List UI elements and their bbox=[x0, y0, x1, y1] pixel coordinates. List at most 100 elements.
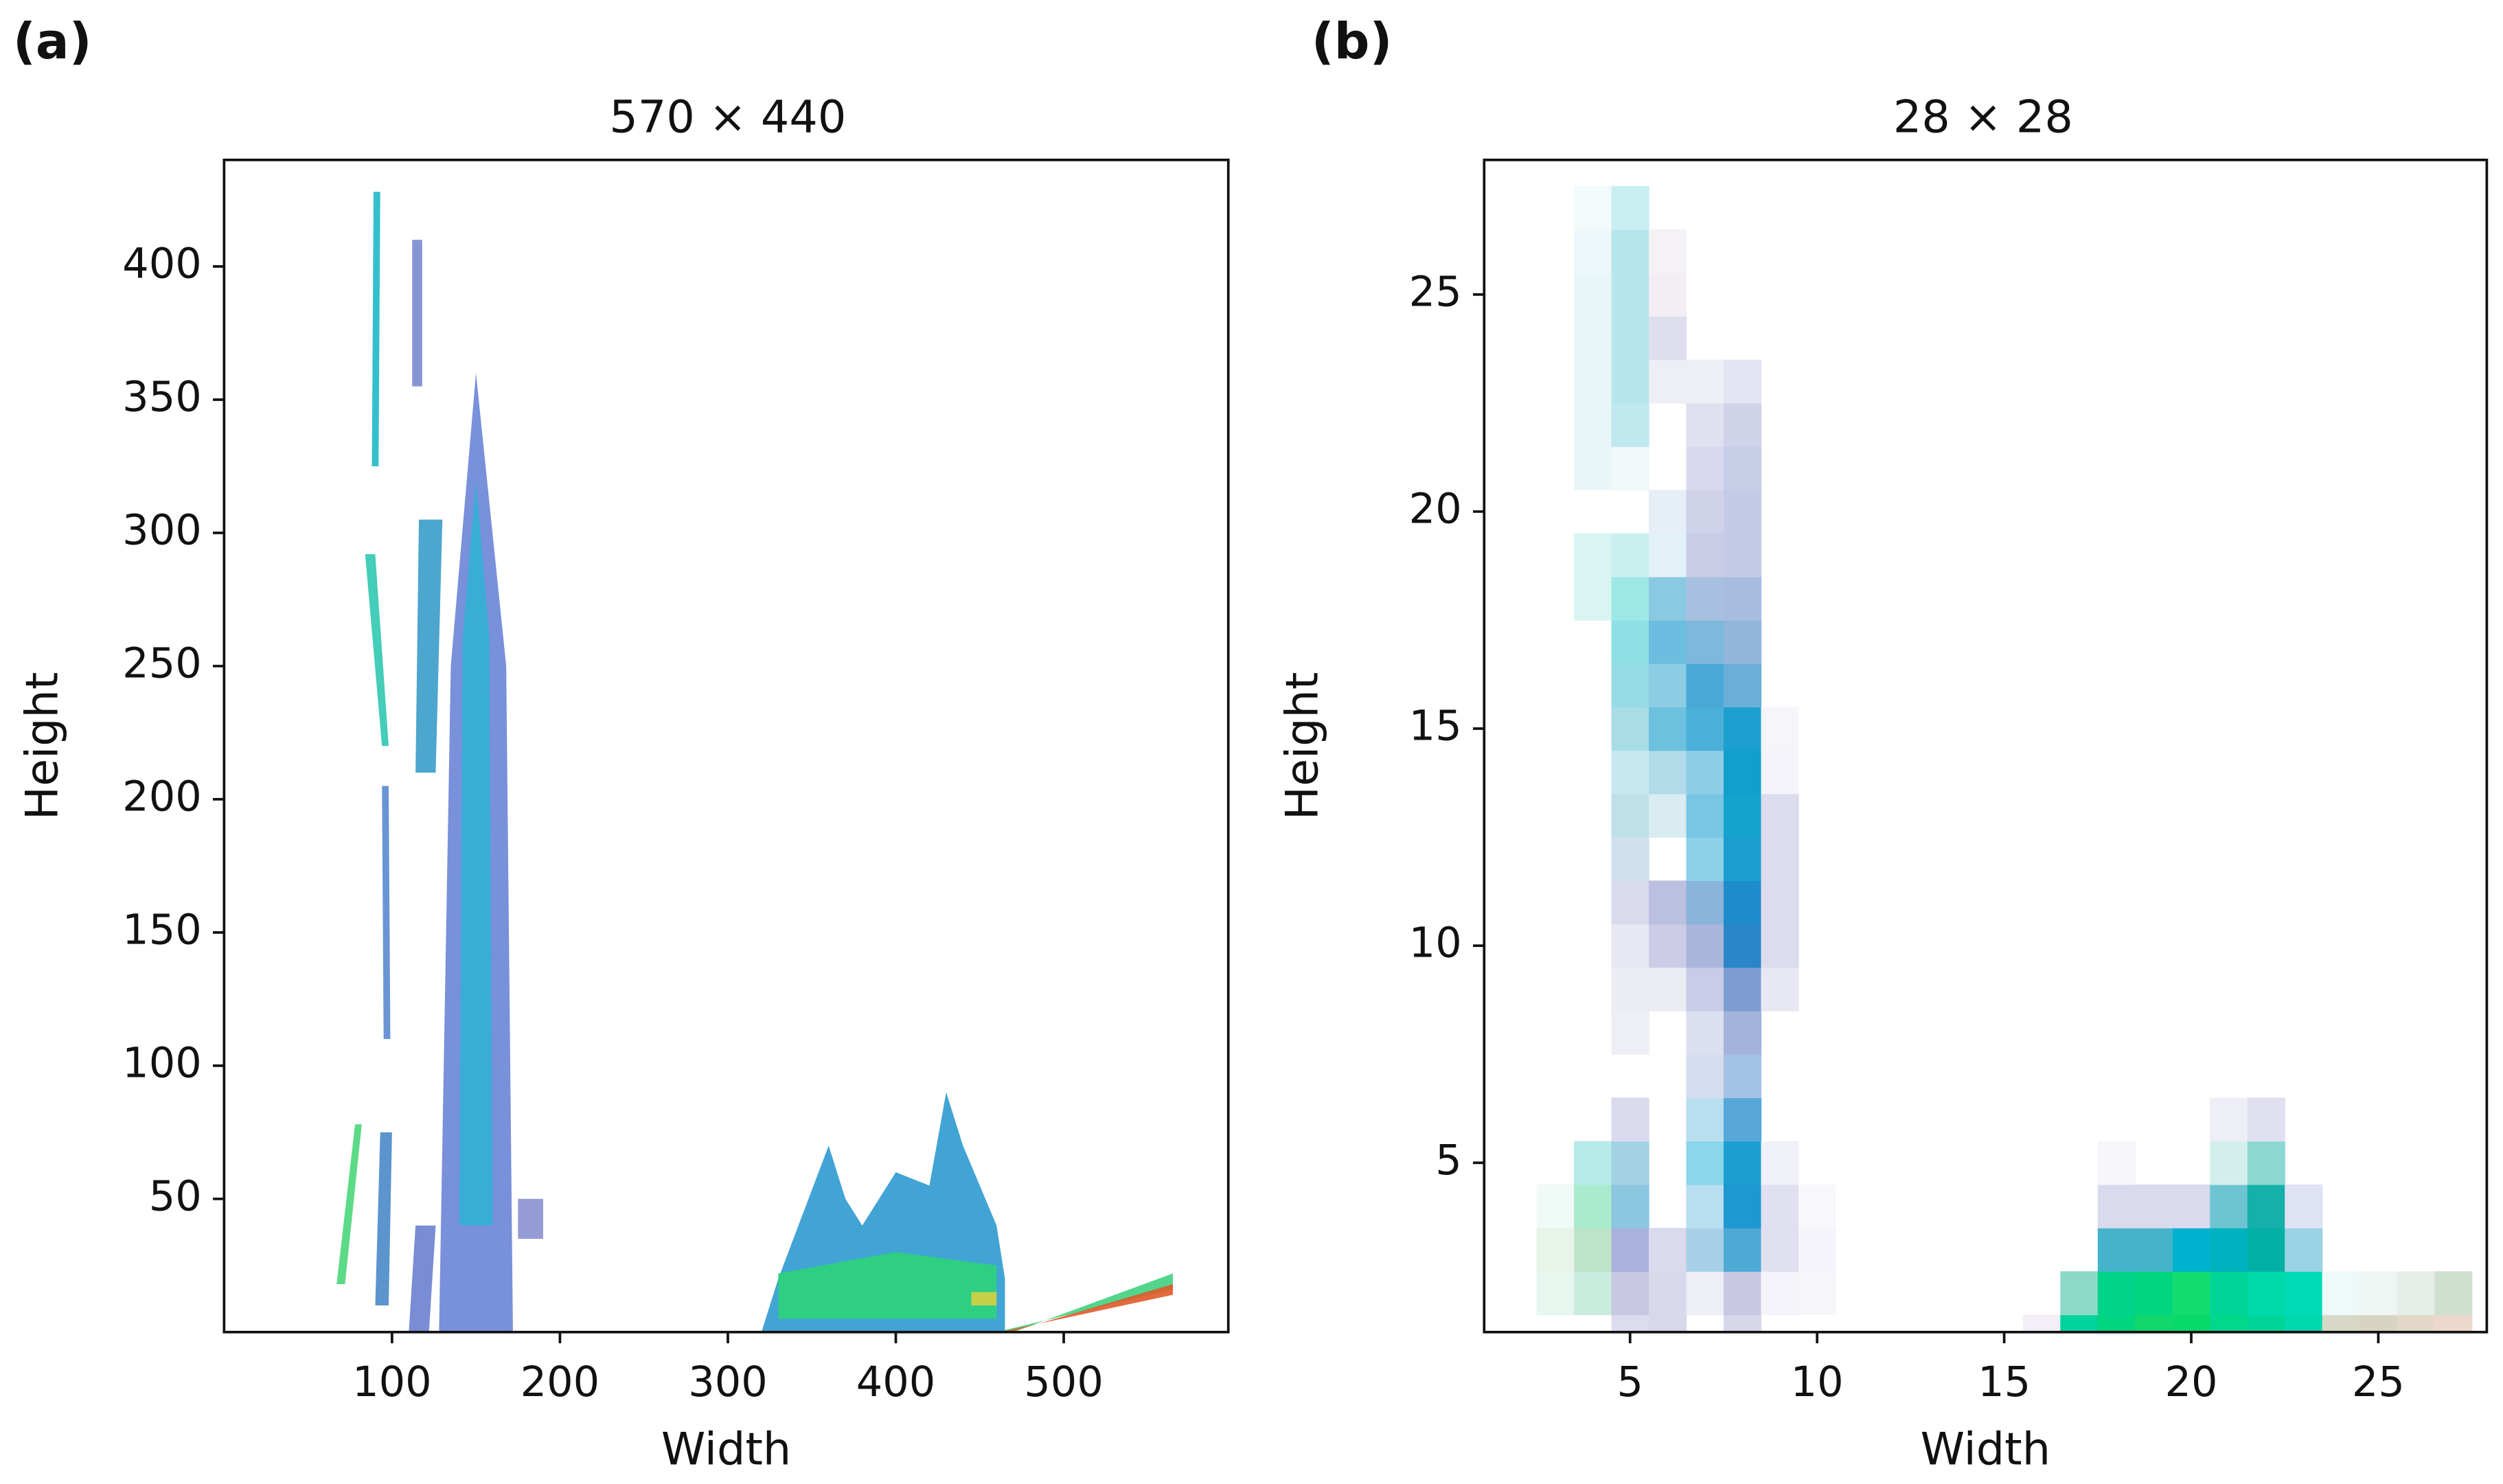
pixel bbox=[2322, 1271, 2360, 1316]
pixel bbox=[2434, 1271, 2473, 1316]
pixel bbox=[1649, 707, 1687, 751]
pixel bbox=[1723, 837, 1762, 881]
pixel bbox=[1649, 533, 1687, 578]
pixel bbox=[1649, 576, 1687, 621]
y-axis-label: Height bbox=[16, 672, 69, 821]
y-tick-label: 300 bbox=[122, 507, 202, 555]
pixel bbox=[1611, 316, 1649, 361]
pixel bbox=[1686, 1228, 1724, 1272]
pixel bbox=[2097, 1141, 2136, 1185]
pixel bbox=[1686, 402, 1724, 447]
pixel bbox=[1723, 1141, 1762, 1185]
pixel bbox=[1723, 924, 1762, 968]
panel: (a) 570 × 440 Width Height 100 200 300 400 500 50… bbox=[13, 13, 1230, 1475]
y-tick-label: 20 bbox=[1409, 486, 1462, 534]
pixel bbox=[1574, 533, 1612, 578]
x-tick-label: 10 bbox=[1791, 1358, 1844, 1406]
pixel bbox=[2210, 1314, 2248, 1332]
y-tick-label: 250 bbox=[122, 640, 202, 688]
pixel bbox=[1649, 273, 1687, 317]
pixel bbox=[1611, 663, 1649, 708]
pixel bbox=[1723, 490, 1762, 534]
pixel bbox=[2060, 1314, 2099, 1332]
pixel bbox=[2210, 1228, 2248, 1272]
pixel bbox=[1611, 924, 1649, 968]
pixel bbox=[1723, 1097, 1762, 1142]
pixel bbox=[1723, 533, 1762, 578]
x-tick-label: 400 bbox=[856, 1358, 936, 1406]
pixel bbox=[1761, 707, 1799, 751]
pixel bbox=[2210, 1184, 2248, 1229]
pixel bbox=[1611, 793, 1649, 838]
intensity-region bbox=[518, 1198, 543, 1239]
pixel bbox=[1686, 1010, 1724, 1055]
pixel bbox=[1723, 750, 1762, 795]
chart-title: 570 × 440 bbox=[609, 91, 846, 144]
pixel bbox=[1686, 793, 1724, 838]
pixel bbox=[1723, 402, 1762, 447]
y-tick-label: 150 bbox=[122, 906, 202, 954]
pixel bbox=[1611, 1097, 1649, 1142]
pixel bbox=[2135, 1271, 2173, 1316]
pixel bbox=[1686, 1054, 1724, 1099]
pixel bbox=[1761, 1271, 1799, 1316]
plot-frame bbox=[1483, 159, 2489, 1334]
intensity-region bbox=[409, 1225, 436, 1332]
x-tick-label: 100 bbox=[352, 1358, 432, 1406]
pixel bbox=[1536, 1228, 1575, 1272]
pixel bbox=[1611, 750, 1649, 795]
pixel bbox=[1611, 967, 1649, 1012]
y-tick-label: 400 bbox=[122, 240, 202, 288]
pixel bbox=[1574, 446, 1612, 491]
pixel bbox=[2247, 1228, 2285, 1272]
pixel bbox=[2097, 1228, 2136, 1272]
pixel bbox=[1649, 490, 1687, 534]
pixel bbox=[1611, 1141, 1649, 1185]
pixel bbox=[1686, 1271, 1724, 1316]
pixel bbox=[2285, 1271, 2323, 1316]
plot-frame bbox=[222, 159, 1230, 1334]
pixel bbox=[1686, 924, 1724, 968]
pixel bbox=[1611, 576, 1649, 621]
pixel bbox=[2359, 1314, 2398, 1332]
pixel bbox=[1686, 490, 1724, 534]
pixel bbox=[1686, 619, 1724, 664]
pixel bbox=[1686, 1141, 1724, 1185]
pixel bbox=[1723, 1314, 1762, 1332]
pixel bbox=[1723, 707, 1762, 751]
x-tick-label: 20 bbox=[2164, 1358, 2217, 1406]
pixel bbox=[1798, 1228, 1837, 1272]
pixel bbox=[2247, 1097, 2285, 1142]
y-axis-label: Height bbox=[1277, 672, 1329, 821]
pixel bbox=[1574, 359, 1612, 404]
pixel bbox=[2060, 1271, 2099, 1316]
pixel bbox=[1761, 1141, 1799, 1185]
pixel bbox=[2135, 1314, 2173, 1332]
pixel bbox=[1574, 185, 1612, 230]
y-tick-label: 25 bbox=[1409, 268, 1462, 316]
pixel bbox=[1649, 619, 1687, 664]
pixel bbox=[2172, 1184, 2210, 1229]
pixel bbox=[1723, 793, 1762, 838]
pixel bbox=[2022, 1314, 2061, 1332]
x-tick-label: 15 bbox=[1978, 1358, 2031, 1406]
pixel bbox=[1686, 837, 1724, 881]
pixel bbox=[2285, 1228, 2323, 1272]
pixel bbox=[1761, 793, 1799, 838]
pixel bbox=[1723, 576, 1762, 621]
intensity-region bbox=[336, 1124, 362, 1284]
pixel bbox=[2285, 1314, 2323, 1332]
chart-title: 28 × 28 bbox=[1893, 91, 2073, 144]
pixel bbox=[1761, 924, 1799, 968]
pixel bbox=[2247, 1184, 2285, 1229]
y-tick-label: 100 bbox=[122, 1039, 202, 1087]
pixel bbox=[1723, 880, 1762, 925]
intensity-region bbox=[415, 519, 443, 773]
pixel bbox=[1723, 1228, 1762, 1272]
intensity-region bbox=[382, 786, 391, 1040]
panel-label: (a) bbox=[13, 13, 92, 71]
pixel bbox=[1649, 924, 1687, 968]
pixel bbox=[2210, 1141, 2248, 1185]
intensity-region bbox=[375, 1132, 392, 1305]
